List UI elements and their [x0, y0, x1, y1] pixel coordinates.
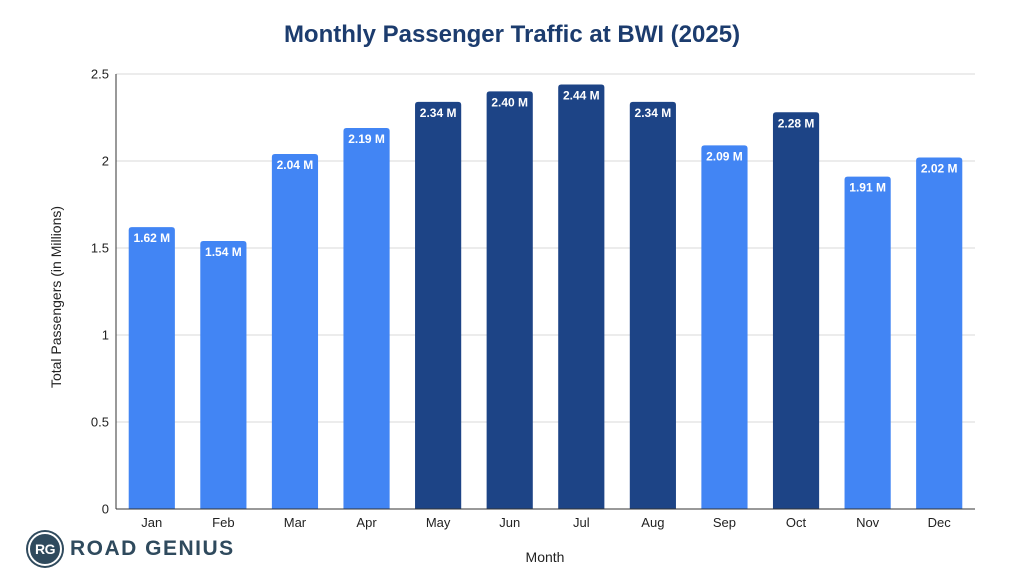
bar-jan	[128, 227, 175, 509]
x-axis-ticks: Jan Feb Mar Apr May Jun Jul Aug Sep Oct Nov Dec	[141, 515, 951, 530]
bar-mar	[271, 154, 319, 510]
data-label-mar: 2.04 M	[277, 158, 314, 172]
x-tick-label-dec: Dec	[928, 515, 952, 530]
y-tick-label: 2.5	[91, 67, 109, 82]
y-tick-label: 1	[102, 328, 109, 343]
y-tick-label: 0.5	[91, 415, 109, 430]
data-label-dec: 2.02 M	[921, 162, 958, 176]
y-tick-label: 2	[102, 154, 109, 169]
x-tick-label-aug: Aug	[641, 515, 664, 530]
data-label-oct: 2.28 M	[778, 116, 815, 130]
y-axis-ticks: 0 0.5 1 1.5 2 2.5	[91, 67, 109, 517]
bar-apr	[343, 127, 390, 509]
bar-jun	[486, 91, 533, 510]
data-label-jan: 1.62 M	[133, 231, 170, 245]
x-tick-label-jun: Jun	[499, 515, 520, 530]
data-label-nov: 1.91 M	[849, 181, 886, 195]
logo-wordmark: ROAD GENIUS	[70, 537, 235, 560]
bar-nov	[844, 176, 891, 509]
x-tick-label-may: May	[426, 515, 451, 530]
y-axis-title: Total Passengers (in Millions)	[48, 206, 64, 388]
bar-oct	[772, 112, 820, 509]
data-label-sep: 2.09 M	[706, 149, 743, 163]
data-labels: 1.62 M 1.54 M 2.04 M 2.19 M 2.34 M 2.40 M 2.44…	[133, 88, 957, 259]
x-tick-label-jul: Jul	[573, 515, 590, 530]
data-label-aug: 2.34 M	[635, 106, 672, 120]
x-tick-label-jan: Jan	[141, 515, 162, 530]
bar-jul	[558, 84, 605, 509]
bar-feb	[200, 241, 247, 510]
data-label-jun: 2.40 M	[491, 95, 528, 109]
y-tick-label: 0	[102, 502, 109, 517]
data-label-jul: 2.44 M	[563, 88, 600, 102]
bars	[128, 84, 963, 510]
data-label-feb: 1.54 M	[205, 245, 242, 259]
x-tick-label-nov: Nov	[856, 515, 880, 530]
x-tick-label-feb: Feb	[212, 515, 234, 530]
x-tick-label-apr: Apr	[356, 515, 377, 530]
x-tick-label-oct: Oct	[786, 515, 807, 530]
chart-title: Monthly Passenger Traffic at BWI (2025)	[284, 21, 740, 48]
x-tick-label-mar: Mar	[284, 515, 307, 530]
data-label-apr: 2.19 M	[348, 132, 385, 146]
data-label-may: 2.34 M	[420, 106, 457, 120]
bar-dec	[916, 157, 963, 509]
gridlines	[116, 73, 975, 423]
bar-may	[415, 101, 462, 509]
y-tick-label: 1.5	[91, 241, 109, 256]
logo-badge-icon: RG	[28, 532, 62, 566]
road-genius-logo: RG ROAD GENIUS	[28, 532, 235, 566]
x-tick-label-sep: Sep	[713, 515, 736, 530]
bar-aug	[629, 101, 676, 509]
x-axis-title: Month	[526, 549, 565, 565]
bar-sep	[701, 145, 748, 509]
